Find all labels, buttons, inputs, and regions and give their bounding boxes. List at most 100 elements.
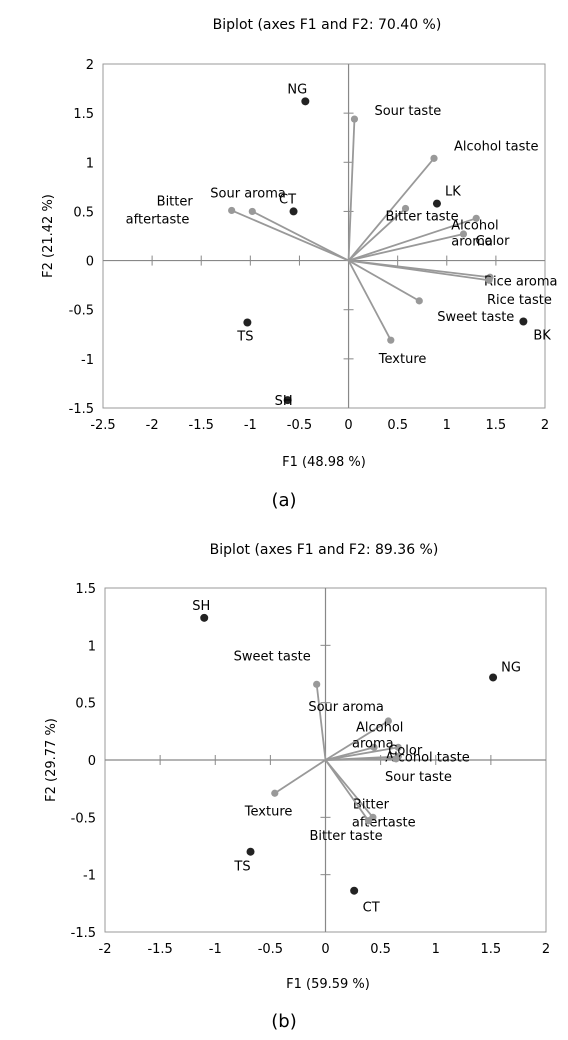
- x-tick-label: 0: [321, 942, 329, 957]
- x-tick-label: -1.5: [189, 418, 214, 433]
- variable-vector: [315, 684, 327, 761]
- observation-label: TS: [233, 860, 250, 875]
- y-tick-label: -0.5: [69, 304, 94, 319]
- variable-point: [401, 204, 410, 213]
- variable-vector: [347, 260, 392, 341]
- y-tick-label: -1: [83, 869, 96, 884]
- y-tick-label: -1: [81, 353, 94, 368]
- variable-vector: [347, 119, 356, 261]
- y-tick-label: 1.5: [75, 582, 96, 597]
- variable-point: [228, 206, 236, 215]
- variable-point: [415, 297, 423, 305]
- x-tick-label: 0: [344, 418, 352, 433]
- observation-point: [243, 318, 252, 327]
- observation-point: [432, 199, 441, 208]
- x-tick-label: 1.5: [486, 418, 507, 433]
- observation-label: SH: [192, 599, 210, 614]
- observation-point: [246, 847, 255, 856]
- variable-label: Sweet taste: [437, 310, 514, 325]
- variable-vector: [324, 759, 374, 818]
- observation-point: [283, 396, 292, 405]
- x-tick-label: 0.5: [387, 418, 408, 433]
- variable-label: Sour aroma: [308, 700, 384, 715]
- biplot-panel-b: Biplot (axes F1 and F2: 89.36 %) F1 (59.…: [0, 526, 568, 1006]
- variable-vector: [347, 157, 435, 262]
- x-tick-label: 1.5: [481, 942, 502, 957]
- x-tick-label: -1.5: [147, 942, 172, 957]
- variable-label: Bitter taste: [386, 209, 459, 224]
- variable-vector: [274, 759, 326, 795]
- observation-point: [301, 97, 310, 106]
- variable-point: [392, 755, 400, 763]
- y-tick-label: -0.5: [71, 811, 96, 826]
- x-tick-label: -1: [244, 418, 257, 433]
- variable-label: Bitter taste: [309, 829, 382, 844]
- observation-label: CT: [279, 192, 296, 207]
- variable-label: Alcohol taste: [454, 139, 538, 154]
- variable-point: [271, 789, 279, 797]
- y-tick-label: 0.5: [75, 697, 96, 712]
- variable-point: [370, 743, 378, 751]
- variable-label: Sour taste: [385, 770, 452, 785]
- x-tick-label: 2: [541, 418, 549, 433]
- variable-vector: [251, 210, 349, 262]
- variable-point: [430, 154, 438, 162]
- caption-a: (a): [271, 490, 297, 511]
- variable-point: [313, 680, 321, 688]
- variable-label: Sour aroma: [210, 186, 286, 201]
- variable-vector: [348, 217, 477, 262]
- biplot-chart-b: Biplot (axes F1 and F2: 89.36 %) F1 (59.…: [44, 542, 550, 992]
- variable-point: [459, 230, 468, 238]
- y-tick-label: 1: [88, 639, 96, 654]
- variable-vector: [348, 233, 464, 262]
- variable-label: Texture: [378, 352, 427, 367]
- y-tick-label: 1: [86, 156, 94, 171]
- caption-b: (b): [271, 1011, 297, 1032]
- variable-vector: [348, 259, 420, 302]
- y-tick-label: -1.5: [69, 402, 94, 417]
- x-tick-label: -2: [146, 418, 159, 433]
- x-tick-label: -0.5: [287, 418, 312, 433]
- variable-vector: [348, 259, 490, 282]
- observation-point: [289, 207, 298, 216]
- variable-label: Bitter: [353, 797, 390, 812]
- variable-label: Sweet taste: [234, 649, 311, 664]
- biplot-chart-a: Biplot (axes F1 and F2: 70.40 %) F1 (48.…: [41, 17, 558, 470]
- y-tick-label: 0.5: [73, 205, 94, 220]
- variable-label: Alcohol taste: [385, 751, 469, 766]
- x-tick-label: -1: [209, 942, 222, 957]
- observation-label: NG: [287, 82, 307, 97]
- x-tick-label: 1: [443, 418, 451, 433]
- x-axis-label: F1 (48.98 %): [282, 455, 366, 470]
- variable-vector: [325, 746, 399, 761]
- variable-label: Sour taste: [374, 104, 441, 119]
- plot-frame: [102, 63, 546, 409]
- variable-label: Texture: [244, 804, 293, 819]
- y-axis-label: F2 (21.42 %): [41, 194, 56, 278]
- y-tick-label: 1.5: [73, 107, 94, 122]
- y-axis-label: F2 (29.77 %): [44, 718, 59, 802]
- variable-label: aroma: [352, 736, 394, 751]
- variable-point: [350, 115, 359, 123]
- variable-label: Alcohol: [451, 218, 498, 233]
- variable-label: aroma: [451, 234, 493, 249]
- x-axis-label: F1 (59.59 %): [286, 977, 370, 992]
- y-tick-label: 0: [86, 255, 94, 270]
- variable-label: Alcohol: [356, 720, 403, 735]
- chart-title: Biplot (axes F1 and F2: 89.36 %): [210, 542, 439, 558]
- x-tick-label: -2: [99, 942, 112, 957]
- observation-label: BK: [533, 329, 551, 344]
- x-tick-label: -2.5: [90, 418, 115, 433]
- biplot-panel-a: Biplot (axes F1 and F2: 70.40 %) F1 (48.…: [0, 0, 568, 480]
- variable-vector: [347, 207, 407, 262]
- observation-point: [350, 886, 359, 895]
- variable-point: [387, 336, 395, 344]
- variable-label: Color: [475, 234, 510, 249]
- x-tick-label: -0.5: [258, 942, 283, 957]
- chart-title: Biplot (axes F1 and F2: 70.40 %): [213, 17, 442, 33]
- variable-vector: [324, 759, 370, 822]
- variable-point: [364, 817, 373, 825]
- observation-point: [489, 673, 498, 682]
- variable-vector: [325, 757, 397, 761]
- variable-vector: [231, 209, 349, 262]
